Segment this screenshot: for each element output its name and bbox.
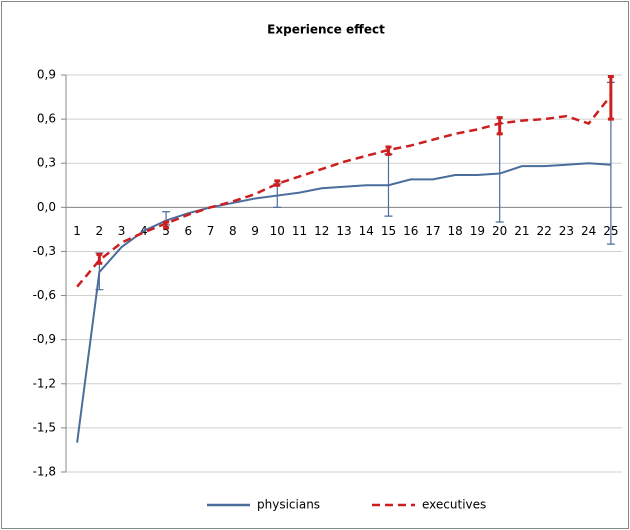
x-tick-label: 7 bbox=[207, 224, 215, 238]
x-tick-label: 23 bbox=[559, 224, 574, 238]
x-tick-label: 14 bbox=[359, 224, 374, 238]
y-tick-label: -1,8 bbox=[33, 465, 56, 479]
x-tick-label: 11 bbox=[292, 224, 307, 238]
x-tick-label: 22 bbox=[537, 224, 552, 238]
x-tick-label: 13 bbox=[336, 224, 351, 238]
y-tick-label: 0,0 bbox=[37, 200, 56, 214]
y-tick-label: 0,6 bbox=[37, 112, 56, 126]
x-tick-label: 16 bbox=[403, 224, 418, 238]
x-tick-label: 6 bbox=[184, 224, 192, 238]
y-tick-label: -0,6 bbox=[33, 288, 56, 302]
x-tick-label: 20 bbox=[492, 224, 507, 238]
x-tick-label: 17 bbox=[425, 224, 440, 238]
x-tick-label: 12 bbox=[314, 224, 329, 238]
x-tick-label: 1 bbox=[73, 224, 81, 238]
legend-label: physicians bbox=[257, 498, 320, 512]
x-tick-label: 8 bbox=[229, 224, 237, 238]
error-bar bbox=[96, 252, 103, 265]
x-tick-label: 2 bbox=[96, 224, 104, 238]
chart-title: Experience effect bbox=[267, 23, 385, 37]
x-tick-label: 21 bbox=[514, 224, 529, 238]
error-bar bbox=[607, 74, 614, 121]
y-tick-label: -0,3 bbox=[33, 244, 56, 258]
y-tick-label: -1,5 bbox=[33, 420, 56, 434]
x-tick-label: 10 bbox=[270, 224, 285, 238]
x-tick-label: 18 bbox=[448, 224, 463, 238]
error-bar bbox=[163, 220, 170, 230]
y-tick-label: -0,9 bbox=[33, 332, 56, 346]
legend-label: executives bbox=[422, 498, 486, 512]
x-tick-label: 24 bbox=[581, 224, 596, 238]
x-tick-label: 9 bbox=[251, 224, 259, 238]
x-tick-label: 5 bbox=[162, 224, 170, 238]
y-tick-label: 0,3 bbox=[37, 156, 56, 170]
y-tick-label: -1,2 bbox=[33, 376, 56, 390]
x-tick-label: 19 bbox=[470, 224, 485, 238]
error-bar bbox=[496, 116, 503, 136]
x-tick-label: 15 bbox=[381, 224, 396, 238]
error-bar bbox=[274, 179, 281, 187]
error-bar bbox=[385, 145, 392, 156]
x-tick-label: 3 bbox=[118, 224, 126, 238]
y-tick-label: 0,9 bbox=[37, 68, 56, 82]
